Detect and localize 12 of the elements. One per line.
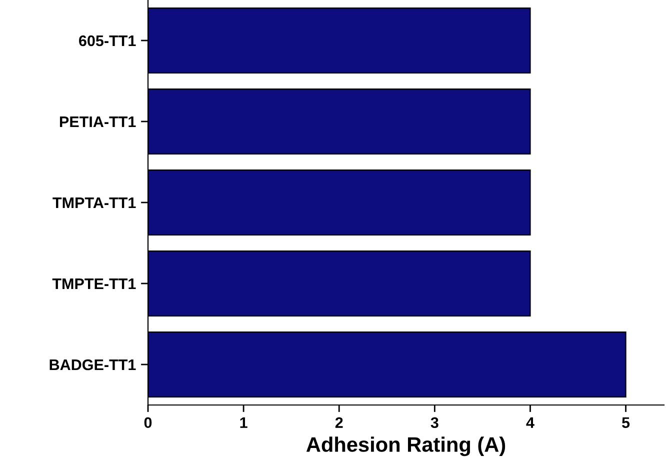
x-tick-label: 4 xyxy=(526,417,534,428)
y-tick-label: 605-TT1 xyxy=(79,35,136,46)
x-tick-label: 3 xyxy=(430,417,438,428)
x-tick-label: 2 xyxy=(335,417,343,428)
y-tick-label: PETIA-TT1 xyxy=(60,116,136,128)
y-tick-label: BADGE-TT1 xyxy=(50,359,136,370)
x-axis-title: Adhesion Rating (A) xyxy=(306,436,506,456)
x-tick-label: 0 xyxy=(144,417,152,428)
y-tick-label: TMPTE-TT1 xyxy=(52,278,136,290)
x-tick-label: 1 xyxy=(240,417,248,428)
x-tick-label: 5 xyxy=(622,417,630,428)
y-tick-label: TMPTA-TT1 xyxy=(52,198,136,208)
